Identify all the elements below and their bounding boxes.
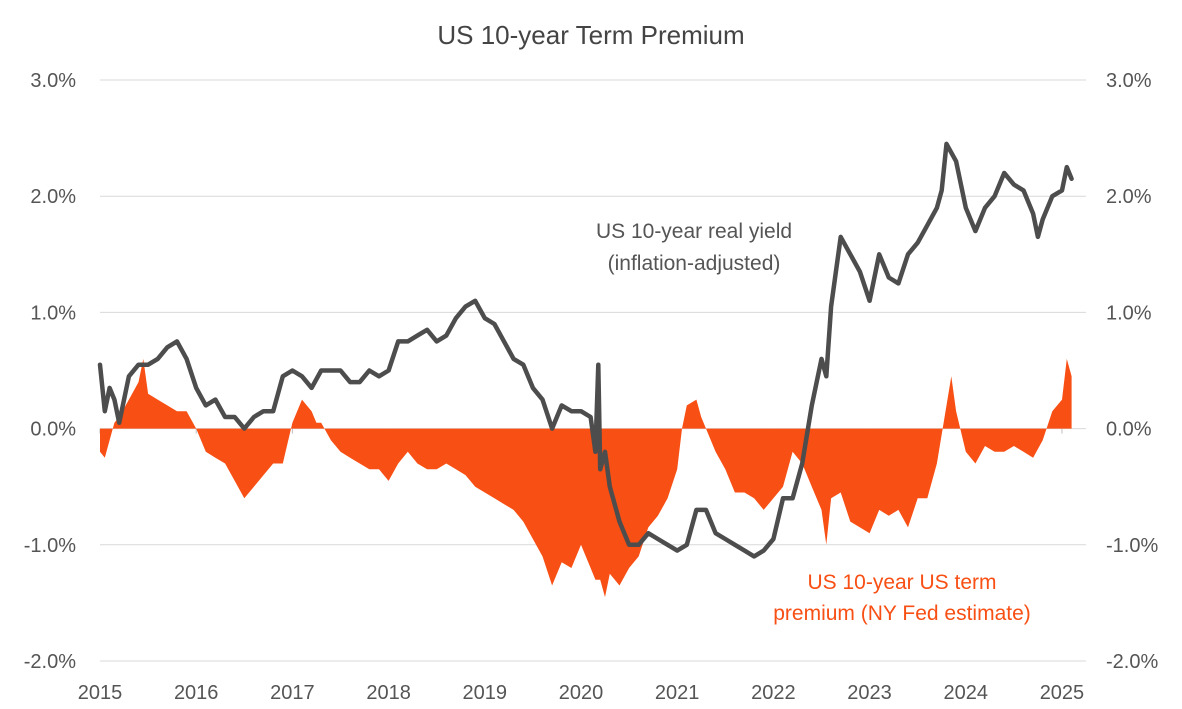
x-tick-label: 2023: [847, 682, 892, 704]
axis-labels: -2.0% -2.0% -1.0% -1.0% 0.0% 0.0% 1.0% 1.0% 2.0%…: [24, 70, 1159, 704]
y-tick-label-left: -2.0%: [24, 651, 76, 673]
y-tick-label-right: 3.0%: [1106, 70, 1152, 92]
x-tick-label: 2018: [366, 682, 411, 704]
x-tick-label: 2019: [463, 682, 508, 704]
y-tick-label-right: -1.0%: [1106, 535, 1158, 557]
x-tick-label: 2022: [751, 682, 796, 704]
y-tick-label-right: 2.0%: [1106, 186, 1152, 208]
real-yield-label-line-2: (inflation-adjusted): [608, 252, 781, 275]
x-tick-label: 2024: [944, 682, 989, 704]
term-premium-area-group: [100, 358, 1072, 598]
y-tick-label-right: 0.0%: [1106, 419, 1152, 441]
y-tick-label-left: 2.0%: [30, 186, 76, 208]
x-tick-label: 2017: [270, 682, 315, 704]
real-yield-line-group: [97, 141, 1074, 559]
y-tick-label-left: -1.0%: [24, 535, 76, 557]
y-tick-label-left: 1.0%: [30, 302, 76, 324]
y-tick-label-left: 3.0%: [30, 70, 76, 92]
real-yield-line: [97, 141, 1074, 559]
x-tick-label: 2021: [655, 682, 700, 704]
chart-title: US 10-year Term Premium: [437, 20, 744, 50]
x-tick-label: 2016: [174, 682, 219, 704]
x-tick-label: 2020: [559, 682, 604, 704]
y-tick-label-right: 1.0%: [1106, 302, 1152, 324]
term-premium-label-line-1: US 10-year US term: [807, 571, 996, 594]
x-tick-label: 2015: [78, 682, 123, 704]
x-tick-label: 2025: [1040, 682, 1085, 704]
y-tick-label-left: 0.0%: [30, 419, 76, 441]
term-premium-label-line-2: premium (NY Fed estimate): [773, 602, 1031, 625]
term-premium-area: [100, 358, 1072, 598]
y-tick-label-right: -2.0%: [1106, 651, 1158, 673]
real-yield-label-line-1: US 10-year real yield: [596, 220, 792, 243]
